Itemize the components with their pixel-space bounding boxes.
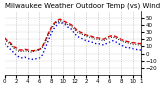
Text: Milwaukee Weather Outdoor Temp (vs) Wind Chill (Last 24 Hours): Milwaukee Weather Outdoor Temp (vs) Wind…: [4, 3, 160, 9]
